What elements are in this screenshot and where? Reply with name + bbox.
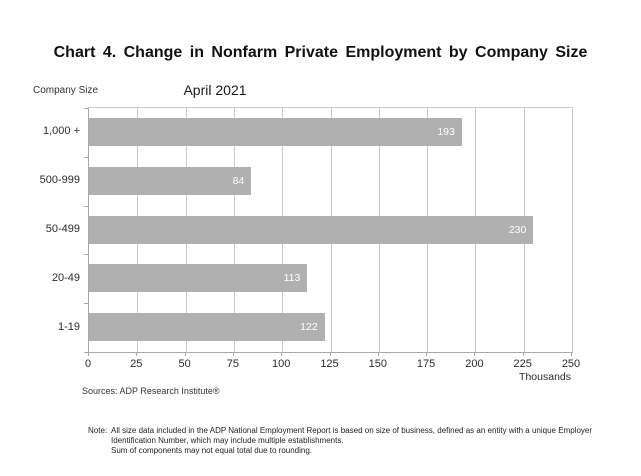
category-label-50-499: 50-499 bbox=[45, 222, 80, 235]
x-axis-unit-label: Thousands bbox=[519, 371, 571, 383]
x-axis-tick-label-175: 175 bbox=[416, 358, 436, 370]
bar-1-19: 122 bbox=[89, 313, 325, 342]
x-axis-tick bbox=[136, 352, 138, 356]
bar-row: 122 bbox=[89, 303, 572, 352]
note-lines: All size data included in the ADP Nation… bbox=[111, 426, 592, 456]
category-label-20-49: 20-49 bbox=[51, 271, 80, 284]
note-line: All size data included in the ADP Nation… bbox=[111, 426, 593, 435]
bar-row: 193 bbox=[89, 108, 572, 157]
category-label-1-19: 1-19 bbox=[57, 320, 80, 333]
chart-title: Chart 4. Change in Nonfarm Private Emplo… bbox=[53, 44, 588, 61]
note-label: Note: bbox=[88, 426, 108, 435]
bar-1-000-: 193 bbox=[89, 118, 462, 146]
y-axis-tick bbox=[84, 303, 89, 304]
x-axis-tick-label-200: 200 bbox=[465, 358, 484, 370]
x-axis-tick bbox=[571, 352, 572, 356]
bar-value-label: 230 bbox=[508, 223, 527, 236]
y-axis-title: Company Size bbox=[33, 85, 99, 96]
x-axis-tick-label-25: 25 bbox=[130, 358, 143, 370]
x-axis-tick bbox=[522, 352, 524, 356]
bar-500-999: 84 bbox=[89, 166, 252, 195]
category-axis-labels: 1,000 + 500-999 50-499 20-49 1-19 bbox=[0, 107, 80, 351]
x-axis-tick bbox=[281, 352, 283, 356]
y-axis-tick bbox=[84, 206, 89, 207]
x-axis-tick-label-50: 50 bbox=[178, 358, 191, 370]
y-axis-tick bbox=[84, 254, 89, 255]
bar-row: 113 bbox=[89, 254, 572, 303]
x-axis-tick-label-125: 125 bbox=[320, 358, 339, 370]
bar-row: 84 bbox=[89, 157, 572, 206]
category-label-500-999: 500-999 bbox=[39, 174, 80, 187]
x-axis-tick bbox=[474, 352, 476, 356]
x-axis: 0 25 50 75 100 125 150 175 200 225 250 bbox=[85, 352, 580, 382]
bar-value-label: 113 bbox=[283, 272, 301, 285]
x-axis-tick-label-100: 100 bbox=[272, 358, 291, 370]
bar-row: 230 bbox=[89, 206, 572, 255]
x-axis-tick bbox=[232, 352, 234, 356]
x-axis-tick-label-150: 150 bbox=[368, 358, 387, 370]
x-axis-tick bbox=[88, 352, 89, 356]
x-axis-tick-label-225: 225 bbox=[513, 358, 532, 370]
x-axis-tick-label-0: 0 bbox=[84, 358, 92, 370]
plot-area: 193 84 230 113 122 bbox=[84, 107, 573, 353]
bar-value-label: 122 bbox=[300, 321, 318, 334]
source-text: Sources: ADP Research Institute® bbox=[82, 386, 220, 396]
bar-20-49: 113 bbox=[89, 264, 308, 293]
y-axis-tick bbox=[84, 108, 89, 109]
y-axis-tick bbox=[84, 352, 89, 353]
chart-subtitle: April 2021 bbox=[183, 82, 247, 98]
x-axis-tick bbox=[329, 352, 331, 356]
x-axis-tick bbox=[184, 352, 186, 356]
x-axis-tick bbox=[426, 352, 428, 356]
bar-50-499: 230 bbox=[89, 215, 534, 244]
bar-value-label: 84 bbox=[232, 174, 245, 187]
y-axis-tick bbox=[84, 157, 89, 158]
x-axis-tick bbox=[377, 352, 379, 356]
note-line: Identification Number, which may include… bbox=[111, 436, 344, 445]
bar-value-label: 193 bbox=[437, 126, 455, 138]
category-label-1-000-: 1,000 + bbox=[42, 125, 80, 138]
x-axis-tick-label-250: 250 bbox=[561, 358, 581, 370]
x-axis-tick-label-75: 75 bbox=[226, 358, 240, 370]
note-line: Sum of components may not equal total du… bbox=[111, 446, 313, 455]
